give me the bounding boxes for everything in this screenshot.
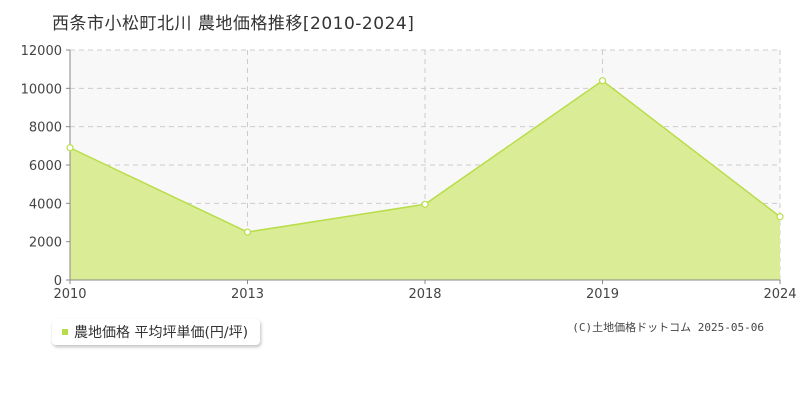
x-tick-label: 2013: [231, 287, 264, 302]
legend-swatch: [62, 329, 68, 335]
y-tick-label: 0: [54, 274, 62, 289]
x-tick-label: 2019: [586, 287, 619, 302]
copyright-text: (C)土地価格ドットコム 2025-05-06: [572, 321, 764, 334]
y-tick-labels: 0 2000 4000 6000 8000 10000 12000: [21, 44, 70, 289]
y-tick-label: 6000: [29, 159, 62, 174]
y-tick-label: 12000: [21, 44, 62, 59]
y-tick-label: 2000: [29, 236, 62, 251]
data-point: [776, 213, 784, 221]
data-point: [598, 77, 607, 85]
x-tick-labels: 2010 2013 2018 2019 2024: [53, 280, 797, 302]
data-point: [421, 200, 429, 208]
legend-label: 農地価格 平均坪単価(円/坪): [74, 325, 249, 341]
data-points: [66, 77, 784, 236]
y-tick-label: 4000: [29, 197, 62, 212]
series-area-fill: [70, 80, 780, 281]
x-tick-label: 2024: [763, 287, 796, 302]
x-tick-label: 2018: [408, 287, 441, 302]
data-point: [243, 228, 252, 236]
data-point: [66, 144, 74, 152]
legend: 農地価格 平均坪単価(円/坪): [52, 319, 261, 345]
chart-title: 西条市小松町北川 農地価格推移[2010-2024]: [52, 14, 415, 34]
y-tick-label: 8000: [29, 121, 62, 136]
x-tick-label: 2010: [53, 287, 86, 302]
y-tick-label: 10000: [21, 82, 62, 97]
